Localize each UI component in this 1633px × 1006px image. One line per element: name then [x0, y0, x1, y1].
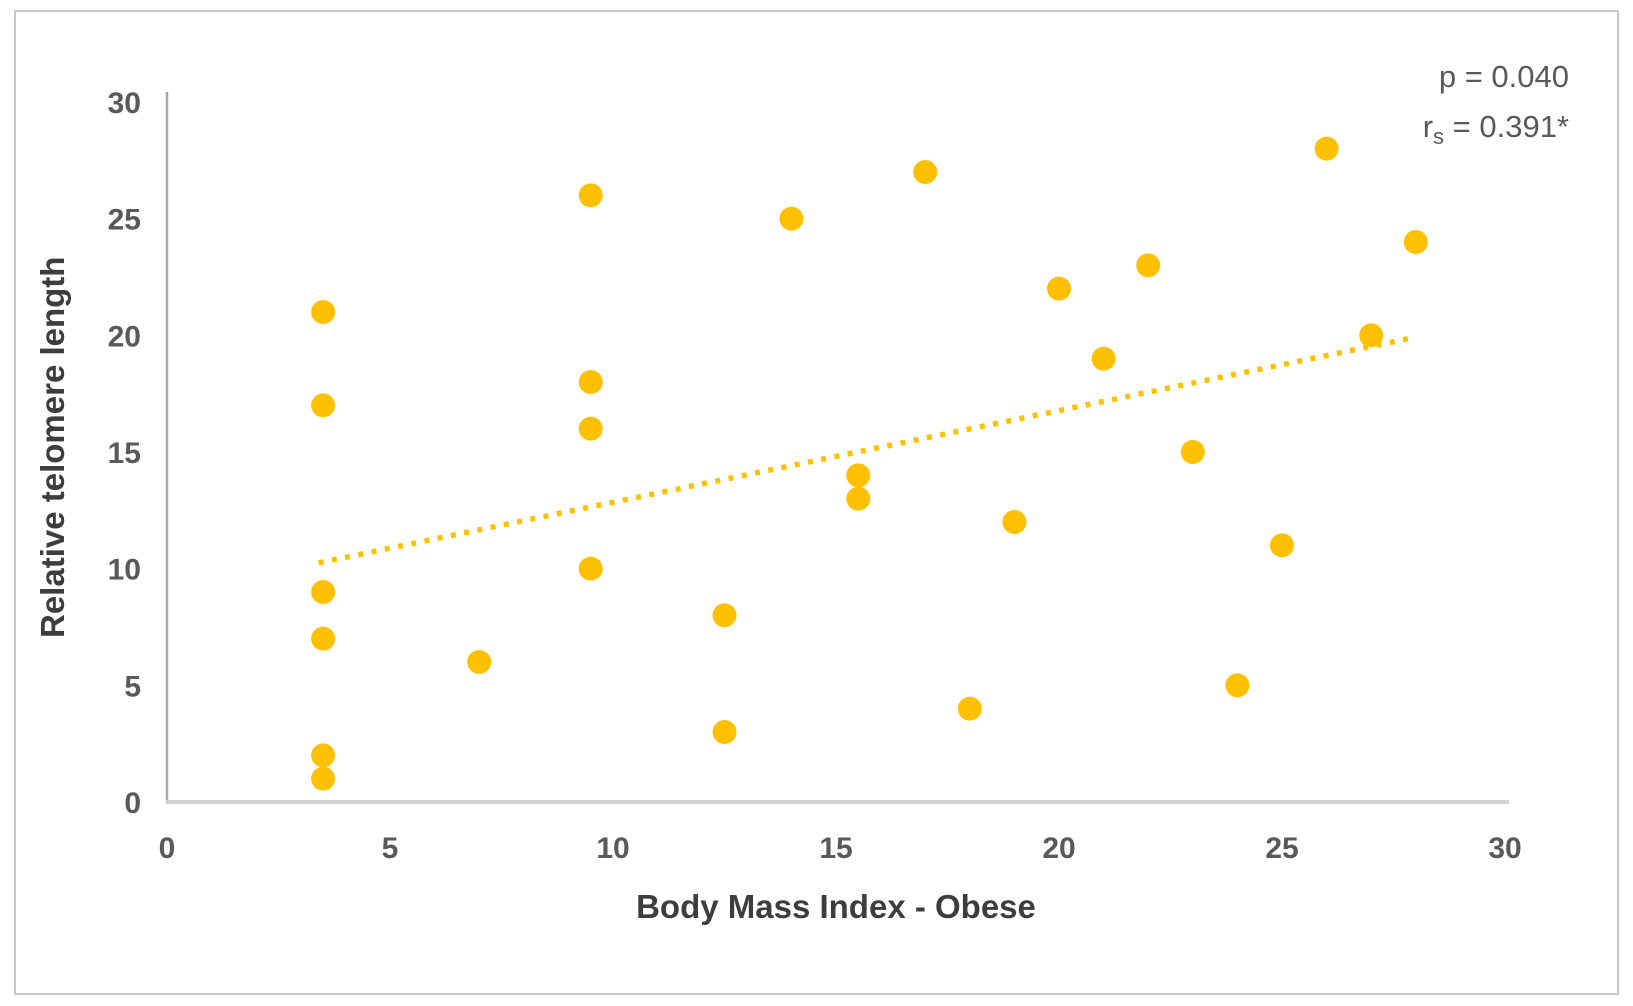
scatter-point [846, 463, 871, 488]
y-tick-label: 5 [124, 670, 141, 703]
y-tick-label: 25 [108, 204, 141, 237]
x-tick-label: 30 [1488, 832, 1521, 865]
x-tick-label: 20 [1042, 832, 1075, 865]
scatter-point [311, 766, 336, 791]
y-tick-label: 30 [108, 87, 141, 120]
scatter-point [311, 393, 336, 418]
scatter-point [311, 743, 336, 768]
scatter-point [846, 486, 871, 511]
stats-annotation: p = 0.040 rs = 0.391* [1423, 52, 1569, 162]
scatter-point [712, 720, 737, 744]
scatter-point [311, 300, 336, 324]
scatter-point [467, 650, 492, 674]
scatter-point [1314, 136, 1339, 161]
scatter-point [311, 580, 336, 604]
scatter-point [1136, 253, 1161, 278]
scatter-point [1047, 276, 1071, 301]
scatter-point [957, 696, 982, 721]
trendline [318, 334, 1415, 566]
x-axis-title: Body Mass Index - Obese [636, 888, 1036, 925]
scatter-point [1002, 510, 1027, 534]
r-subscript: s [1433, 124, 1445, 150]
scatter-point [1270, 533, 1294, 558]
scatter-point [578, 183, 603, 208]
r-value-text: rs = 0.391* [1422, 109, 1569, 150]
scatter-point [578, 416, 603, 441]
x-tick-label: 5 [382, 832, 399, 865]
scatter-point [1359, 323, 1384, 348]
y-tick-label: 10 [108, 554, 141, 587]
scatter-point [712, 603, 737, 628]
scatter-point [913, 160, 938, 184]
y-tick-label: 0 [124, 787, 141, 820]
x-tick-label: 10 [596, 832, 629, 865]
p-value-text: p = 0.040 [1438, 59, 1569, 94]
x-tick-label: 25 [1265, 832, 1298, 865]
scatter-point [578, 556, 603, 581]
scatter-point [311, 626, 336, 651]
y-axis-title: Relative telomere length [34, 256, 71, 638]
scatter-point [578, 370, 603, 394]
y-tick-label: 15 [108, 437, 141, 470]
y-tick-label: 20 [108, 320, 141, 353]
figure-border [14, 10, 1619, 995]
x-tick-label: 15 [819, 832, 852, 865]
scatter-point [1091, 346, 1116, 371]
scatter-point [779, 206, 804, 231]
scatter-point [1225, 673, 1250, 698]
scatter-point [1180, 440, 1205, 464]
x-tick-label: 0 [159, 832, 176, 865]
scatter-point [1403, 230, 1428, 254]
